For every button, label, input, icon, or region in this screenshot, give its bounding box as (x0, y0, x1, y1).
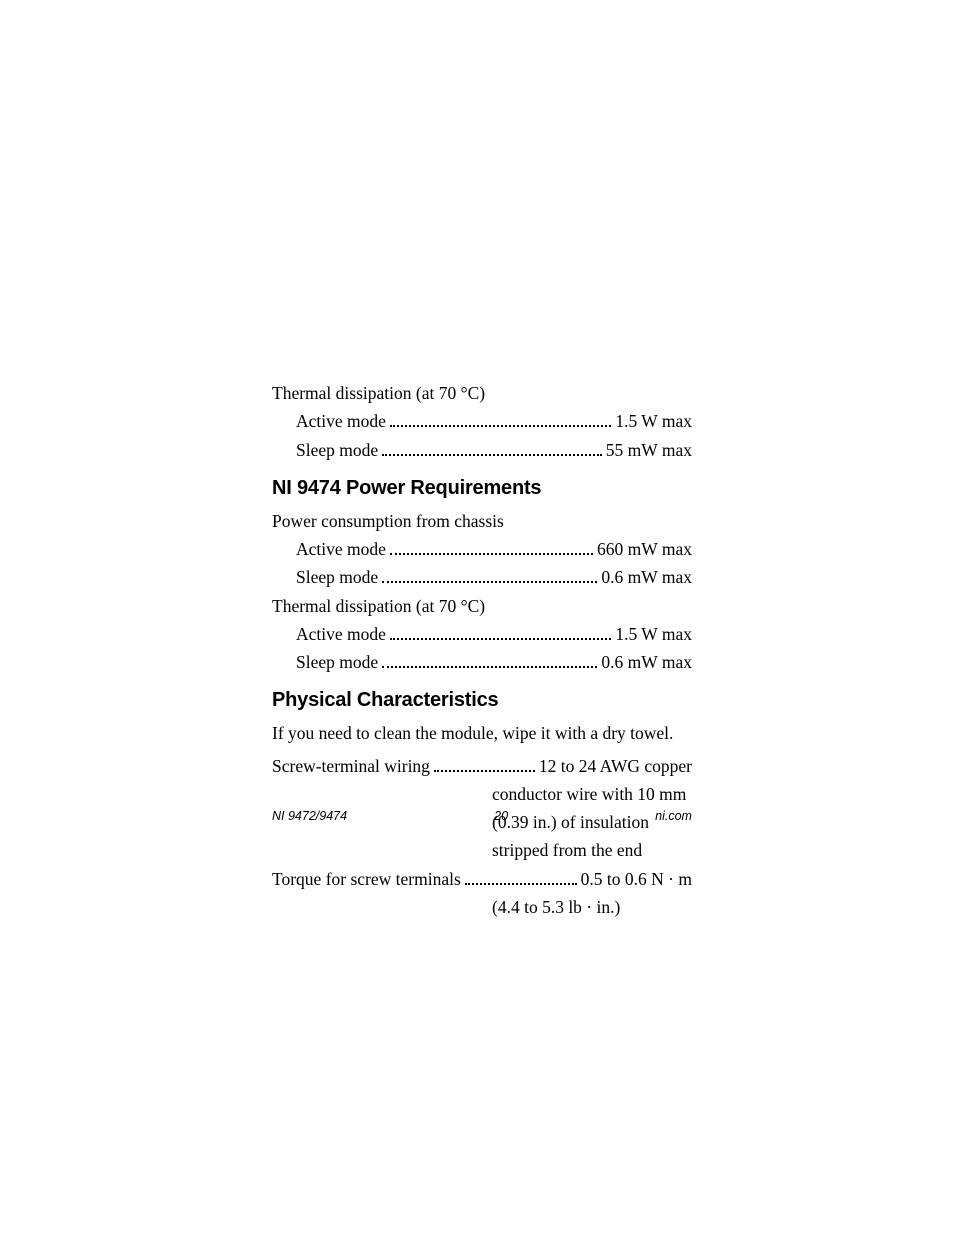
leader-dots (390, 628, 611, 640)
spec-row: Active mode 1.5 W max (272, 408, 692, 434)
spec-value: 0.6 mW max (601, 649, 692, 675)
spec-label: Screw-terminal wiring (272, 753, 430, 779)
power-consumption-label: Power consumption from chassis (272, 508, 692, 534)
spec-label: Torque for screw terminals (272, 866, 461, 892)
spec-value: 0.5 to 0.6 N · m (581, 866, 692, 892)
spec-row: Sleep mode 0.6 mW max (272, 649, 692, 675)
spec-value-continuation: (4.4 to 5.3 lb · in.) (272, 894, 692, 920)
spec-value: 660 mW max (597, 536, 692, 562)
footer-product: NI 9472/9474 (272, 809, 347, 823)
leader-dots (382, 571, 597, 583)
spec-value: 12 to 24 AWG copper (539, 753, 692, 779)
leader-dots (390, 543, 593, 555)
footer-site: ni.com (655, 809, 692, 823)
spec-value: 0.6 mW max (601, 564, 692, 590)
spec-value: 1.5 W max (615, 408, 692, 434)
spec-row: Sleep mode 0.6 mW max (272, 564, 692, 590)
spec-row: Sleep mode 55 mW max (272, 437, 692, 463)
heading-power-requirements: NI 9474 Power Requirements (272, 477, 692, 500)
spec-row: Torque for screw terminals 0.5 to 0.6 N … (272, 866, 692, 892)
leader-dots (434, 759, 535, 771)
footer-page-number: 20 (494, 809, 508, 823)
spec-row: Active mode 1.5 W max (272, 621, 692, 647)
spec-label: Sleep mode (296, 564, 378, 590)
spec-label: Active mode (296, 536, 386, 562)
spec-row: Screw-terminal wiring 12 to 24 AWG coppe… (272, 753, 692, 779)
spec-label: Active mode (296, 621, 386, 647)
page-content: Thermal dissipation (at 70 °C) Active mo… (272, 380, 692, 922)
leader-dots (465, 872, 577, 884)
leader-dots (382, 656, 597, 668)
leader-dots (382, 443, 602, 455)
leader-dots (390, 415, 611, 427)
spec-value: 1.5 W max (615, 621, 692, 647)
heading-physical-characteristics: Physical Characteristics (272, 689, 692, 712)
spec-label: Active mode (296, 408, 386, 434)
spec-label: Sleep mode (296, 437, 378, 463)
spec-row: Active mode 660 mW max (272, 536, 692, 562)
page-footer: NI 9472/9474 20 ni.com (272, 809, 692, 823)
spec-value-continuation: conductor wire with 10 mm (272, 781, 692, 807)
thermal-dissipation-2-label: Thermal dissipation (at 70 °C) (272, 593, 692, 619)
cleaning-instruction: If you need to clean the module, wipe it… (272, 720, 692, 746)
spec-value-continuation: stripped from the end (272, 837, 692, 863)
spec-value: 55 mW max (606, 437, 692, 463)
spec-label: Sleep mode (296, 649, 378, 675)
thermal-dissipation-1-label: Thermal dissipation (at 70 °C) (272, 380, 692, 406)
